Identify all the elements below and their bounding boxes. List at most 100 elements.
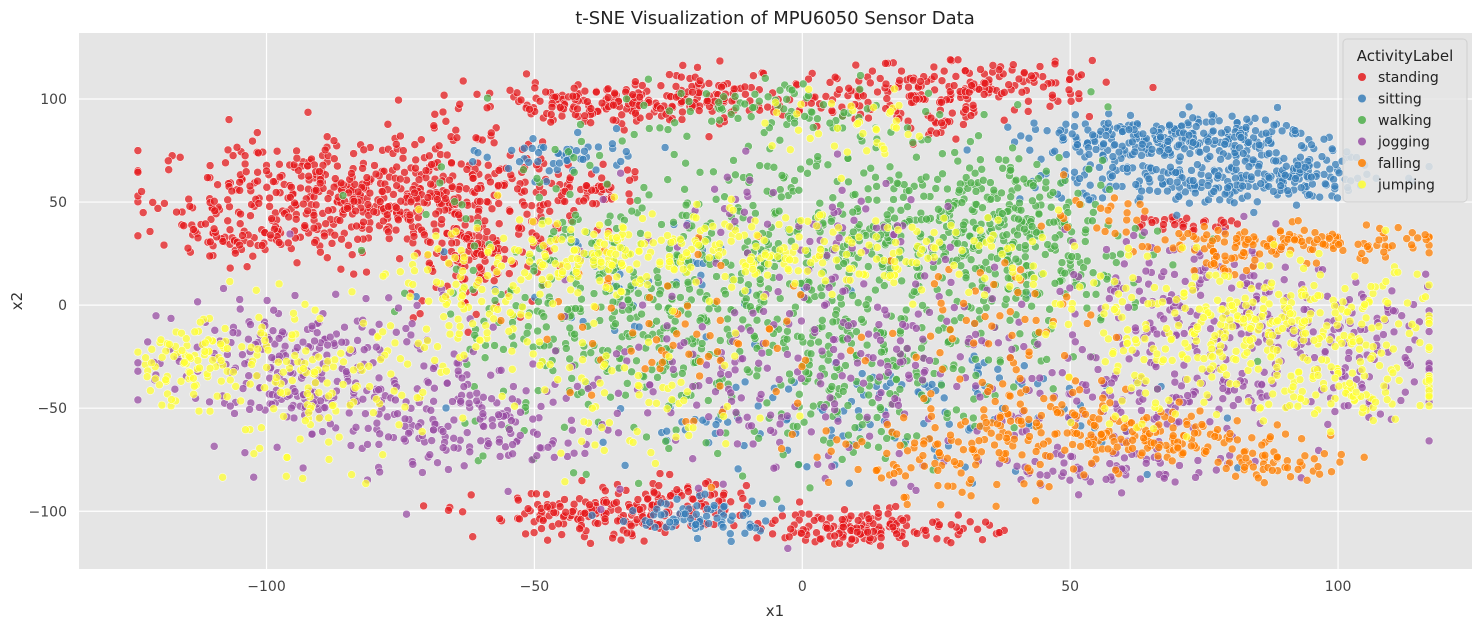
data-point [374, 385, 383, 394]
data-point [327, 239, 337, 248]
data-point [615, 484, 625, 494]
data-point [773, 287, 783, 296]
data-point [701, 438, 711, 448]
data-point [876, 388, 886, 397]
data-point [1043, 240, 1052, 249]
data-point [399, 434, 409, 444]
data-point [966, 178, 976, 188]
data-point [1082, 256, 1092, 266]
data-point [379, 216, 388, 226]
data-point [959, 120, 968, 129]
data-point [815, 534, 825, 544]
data-point [473, 184, 482, 193]
data-point [820, 301, 829, 310]
data-point [750, 89, 760, 99]
data-point [815, 198, 825, 208]
data-point [336, 178, 346, 188]
data-point [793, 353, 803, 363]
data-point [782, 411, 792, 421]
data-point [608, 115, 618, 125]
data-point [775, 419, 785, 429]
data-point [148, 198, 157, 207]
data-point [1208, 126, 1218, 136]
data-point [1027, 71, 1036, 81]
data-point [783, 544, 793, 553]
data-point [287, 403, 296, 413]
data-point [1020, 68, 1029, 77]
data-point [1138, 129, 1148, 139]
data-point [715, 56, 725, 66]
data-point [921, 526, 930, 535]
data-point [864, 113, 873, 123]
data-point [472, 90, 482, 99]
data-point [850, 190, 860, 199]
data-point [1013, 183, 1023, 193]
data-point [861, 300, 871, 310]
data-point [797, 529, 806, 538]
data-point [1101, 475, 1111, 484]
data-point [681, 158, 690, 168]
data-point [747, 421, 756, 431]
data-point [645, 112, 654, 121]
data-point [1142, 470, 1152, 479]
data-point [425, 238, 435, 247]
data-point [825, 78, 835, 87]
data-point [625, 196, 635, 206]
data-point [1086, 352, 1095, 362]
data-point [1141, 458, 1151, 468]
data-point [505, 207, 515, 216]
data-point [482, 227, 492, 236]
data-point [205, 251, 215, 261]
data-point [1323, 420, 1333, 429]
data-point [580, 86, 590, 96]
data-point [624, 189, 634, 199]
data-point [519, 165, 528, 174]
data-point [1188, 176, 1198, 185]
data-point [873, 87, 882, 97]
data-point [316, 247, 325, 257]
data-point [848, 291, 857, 300]
data-point [949, 81, 959, 90]
data-point [847, 534, 857, 544]
data-point [290, 198, 299, 208]
data-point [848, 207, 858, 217]
data-point [546, 110, 556, 119]
data-point [532, 489, 541, 499]
data-point [872, 195, 882, 205]
data-point [449, 434, 458, 443]
data-point [1088, 392, 1097, 402]
data-point [1004, 80, 1013, 89]
data-point [864, 390, 873, 400]
data-point [677, 115, 687, 124]
data-point [859, 91, 868, 101]
data-point [1176, 152, 1185, 162]
data-point [731, 170, 740, 180]
data-point [429, 425, 438, 435]
data-point [1203, 181, 1213, 190]
data-point [371, 169, 381, 179]
data-point [490, 296, 500, 305]
data-point [821, 92, 831, 101]
data-point [665, 470, 674, 479]
data-point [1396, 396, 1406, 405]
data-point [653, 373, 662, 382]
data-point [410, 188, 419, 198]
data-point [1223, 183, 1232, 193]
data-point [859, 279, 869, 289]
data-point [335, 216, 345, 225]
data-point [730, 308, 739, 317]
data-point [462, 428, 472, 437]
data-point [240, 159, 250, 169]
data-point [1334, 168, 1344, 178]
data-point [965, 517, 975, 527]
data-point [249, 472, 258, 482]
data-point [292, 153, 302, 163]
data-point [1070, 122, 1079, 131]
data-point [555, 502, 565, 511]
data-point [881, 79, 891, 89]
data-point [716, 369, 725, 379]
data-point [223, 145, 233, 155]
data-point [988, 294, 997, 304]
data-point [418, 468, 427, 477]
data-point [731, 103, 741, 113]
